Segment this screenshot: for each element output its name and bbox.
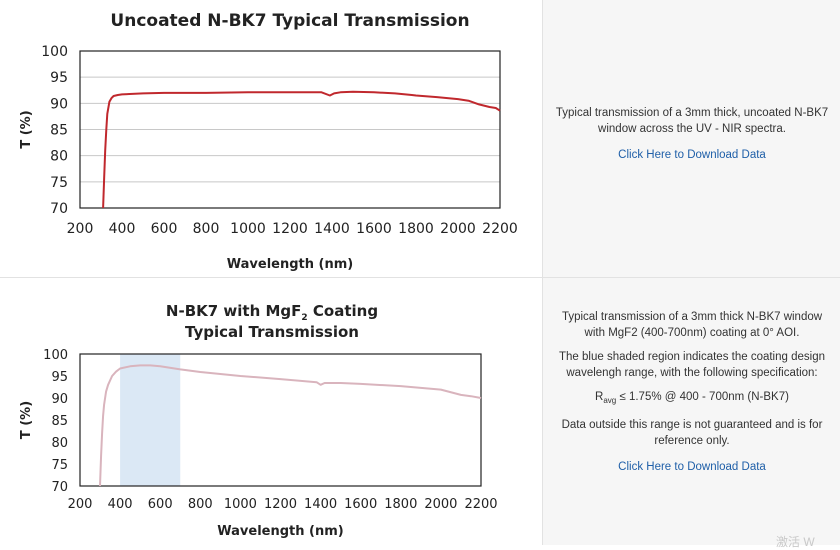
x-tick-label: 2200	[464, 497, 497, 512]
x-tick-label: 2000	[424, 497, 457, 512]
coating-range-shade	[120, 354, 181, 486]
x-tick-label: 600	[151, 221, 178, 237]
y-axis-label: T (%)	[19, 401, 34, 439]
description-cell-mgf2: Typical transmission of a 3mm thick N-BK…	[542, 278, 840, 545]
y-tick-label: 95	[50, 70, 68, 86]
chart-title: Uncoated N-BK7 Typical Transmission	[110, 11, 469, 31]
spec-prefix: R	[595, 391, 604, 403]
description-cell-uncoated: Typical transmission of a 3mm thick, unc…	[542, 0, 840, 277]
y-tick-label: 80	[50, 149, 68, 165]
x-tick-label: 1800	[398, 221, 434, 237]
description-text: Typical transmission of a 3mm thick N-BK…	[561, 311, 823, 339]
download-data-link[interactable]: Click Here to Download Data	[618, 461, 766, 473]
x-tick-label: 800	[188, 497, 213, 512]
y-tick-label: 75	[50, 175, 68, 191]
y-tick-label: 70	[51, 480, 68, 495]
y-tick-label: 80	[51, 436, 68, 451]
chart-cell-uncoated: Uncoated N-BK7 Typical Transmission 70 75 8…	[0, 0, 541, 277]
spec-text: ≤ 1.75% @ 400 - 700nm (N-BK7)	[616, 391, 789, 403]
y-tick-label: 95	[51, 370, 68, 385]
y-tick-label: 100	[41, 44, 68, 60]
transmission-line	[102, 90, 501, 209]
x-axis-label: Wavelength (nm)	[217, 524, 343, 539]
row-mgf2: N-BK7 with MgF2 Coating Typical Transmiss…	[0, 278, 840, 545]
x-tick-label: 1600	[344, 497, 377, 512]
chart-title-rest: Coating	[308, 302, 378, 320]
plot-frame	[79, 50, 501, 209]
coating-spec: Ravg ≤ 1.75% @ 400 - 700nm (N-BK7)	[553, 389, 831, 409]
x-tick-label: 800	[193, 221, 220, 237]
x-tick-label: 200	[67, 221, 94, 237]
x-tick-label: 1200	[272, 221, 308, 237]
description-text: The blue shaded region indicates the coa…	[559, 351, 825, 379]
chart-title-subscript: 2	[301, 313, 307, 323]
description-text: Typical transmission of a 3mm thick, unc…	[555, 107, 829, 135]
x-tick-label: 1200	[264, 497, 297, 512]
download-data-link[interactable]: Click Here to Download Data	[618, 149, 766, 161]
x-axis-label: Wavelength (nm)	[227, 257, 353, 272]
description-uncoated: Typical transmission of a 3mm thick, unc…	[553, 105, 831, 163]
x-tick-label: 1800	[384, 497, 417, 512]
chart-title-main: Uncoated N-BK7 Typical Transmission	[110, 11, 469, 31]
range-note: Data outside this range is not guarantee…	[561, 419, 823, 447]
y-axis-label: T (%)	[19, 110, 34, 148]
y-tick-label: 90	[50, 96, 68, 112]
x-tick-label: 400	[109, 221, 136, 237]
y-tick-label: 70	[50, 201, 68, 217]
spec-subscript: avg	[603, 396, 617, 405]
row-uncoated: Uncoated N-BK7 Typical Transmission 70 75 8…	[0, 0, 840, 278]
x-tick-label: 1000	[230, 221, 266, 237]
y-tick-label: 75	[51, 458, 68, 473]
x-tick-label: 600	[148, 497, 173, 512]
transmission-line	[99, 364, 482, 487]
y-tick-label: 85	[50, 123, 68, 139]
x-tick-label: 1400	[304, 497, 337, 512]
plot-frame	[79, 353, 482, 487]
chart-title-main: N-BK7 with MgF	[166, 302, 301, 320]
chart-title: N-BK7 with MgF2 Coating	[166, 302, 378, 323]
y-tick-label: 100	[43, 348, 68, 363]
x-tick-label: 200	[68, 497, 93, 512]
y-tick-label: 85	[51, 414, 68, 429]
x-tick-label: 1400	[314, 221, 350, 237]
chart-cell-mgf2: N-BK7 with MgF2 Coating Typical Transmiss…	[0, 278, 541, 545]
y-tick-label: 90	[51, 392, 68, 407]
watermark-text: 激活 W	[776, 535, 815, 549]
x-tick-label: 1600	[356, 221, 392, 237]
description-mgf2: Typical transmission of a 3mm thick N-BK…	[553, 309, 831, 475]
chart-uncoated: Uncoated N-BK7 Typical Transmission 70 75 8…	[19, 11, 518, 272]
x-tick-label: 400	[108, 497, 133, 512]
x-tick-label: 2200	[482, 221, 518, 237]
x-tick-label: 1000	[224, 497, 257, 512]
chart-title-line2: Typical Transmission	[185, 323, 359, 341]
x-tick-label: 2000	[440, 221, 476, 237]
